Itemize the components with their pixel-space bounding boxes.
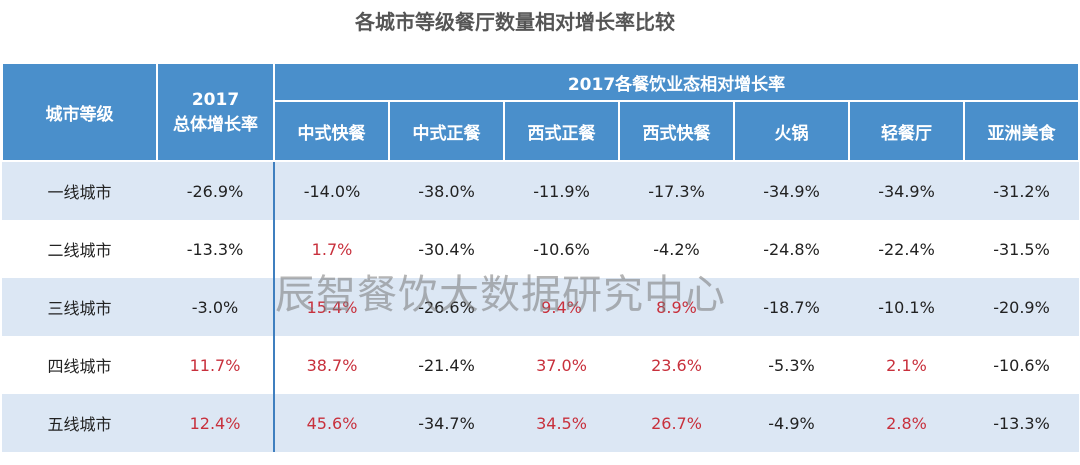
cell: 11.7% xyxy=(189,355,241,375)
row-label: 一线城市 xyxy=(2,161,157,220)
row: 四线城市 11.7% 38.7% -21.4% 37.0% 23.6% -5.3% 2.1% -… xyxy=(2,336,1079,394)
cell: 2.1% xyxy=(886,355,927,375)
header-cell: 中式正餐 xyxy=(388,100,505,162)
header-cell: 轻餐厅 xyxy=(848,100,965,162)
cell: -13.3% xyxy=(964,394,1080,452)
row: 五线城市 12.4% 45.6% -34.7% 34.5% 26.7% -4.9% 2.8% -… xyxy=(2,394,1080,452)
cell: -34.9% xyxy=(849,161,964,220)
cell: -4.9% xyxy=(734,394,849,452)
cell: -26.9% xyxy=(157,161,274,220)
header-cell: 西式快餐 xyxy=(618,100,735,162)
cell: -22.4% xyxy=(878,239,935,259)
header-line: 2017 xyxy=(191,89,240,110)
cell: -14.0% xyxy=(273,161,389,220)
cell: 1.7% xyxy=(273,220,389,278)
cell: 15.4% xyxy=(273,278,389,336)
cell: 45.6% xyxy=(273,394,389,452)
cell: 34.5% xyxy=(504,394,619,452)
cell: -21.4% xyxy=(418,355,475,375)
table: 城市等级 2017 总体增长率 2017各餐饮业态相对增长率 中式快餐 中式正餐 西式… xyxy=(1,62,1080,452)
cell: -10.6% xyxy=(533,239,590,259)
title: 各城市等级餐厅数量相对增长率比较 xyxy=(355,10,675,34)
header-line: 总体增长率 xyxy=(173,114,258,135)
row-label: 三线城市 xyxy=(2,278,157,336)
cell: 26.7% xyxy=(619,394,734,452)
header-cell: 火锅 xyxy=(733,100,850,162)
cell: 12.4% xyxy=(157,394,274,452)
cell: 2.8% xyxy=(849,394,964,452)
cell: -30.4% xyxy=(418,239,475,259)
cell: -31.5% xyxy=(993,239,1050,259)
cell: -38.0% xyxy=(389,161,504,220)
cell: -26.6% xyxy=(389,278,504,336)
cell: 38.7% xyxy=(273,336,389,394)
cell: 23.6% xyxy=(651,355,702,375)
cell: -10.6% xyxy=(993,355,1050,375)
cell: 37.0% xyxy=(536,355,587,375)
row-label: 二线城市 xyxy=(47,241,112,260)
row-label: 四线城市 xyxy=(47,357,112,376)
cell: -18.7% xyxy=(734,278,849,336)
row: 二线城市 -13.3% 1.7% -30.4% -10.6% -4.2% -24.8% -22… xyxy=(2,220,1079,278)
cell: -17.3% xyxy=(619,161,734,220)
header-cell: 中式快餐 xyxy=(273,100,390,162)
header-cell: 2017各餐饮业态相对增长率 xyxy=(272,62,1080,102)
cell: 9.4% xyxy=(504,278,619,336)
header-cell: 城市等级 xyxy=(1,62,158,162)
cell: -10.1% xyxy=(849,278,964,336)
cell: -24.8% xyxy=(763,239,820,259)
row: 三线城市 -3.0% 15.4% -26.6% 9.4% 8.9% -18.7% -10.1%… xyxy=(2,278,1080,336)
header-cell: 亚洲美食 xyxy=(962,100,1080,162)
row: 一线城市 -26.9% -14.0% -38.0% -11.9% -17.3% -34.9%… xyxy=(2,161,1080,220)
cell: -13.3% xyxy=(186,239,244,259)
cell: -11.9% xyxy=(504,161,619,220)
cell: -3.0% xyxy=(157,278,274,336)
cell: -20.9% xyxy=(964,278,1080,336)
row-label: 五线城市 xyxy=(2,394,157,452)
header-cell: 2017 总体增长率 xyxy=(156,62,275,162)
cell: 8.9% xyxy=(619,278,734,336)
cell: -34.9% xyxy=(734,161,849,220)
cell: -4.2% xyxy=(653,239,700,259)
cell: -34.7% xyxy=(389,394,504,452)
header-cell: 西式正餐 xyxy=(503,100,620,162)
cell: -5.3% xyxy=(768,355,815,375)
cell: -31.2% xyxy=(964,161,1080,220)
watermark: 辰智餐饮大数据研究中心 xyxy=(275,272,726,318)
